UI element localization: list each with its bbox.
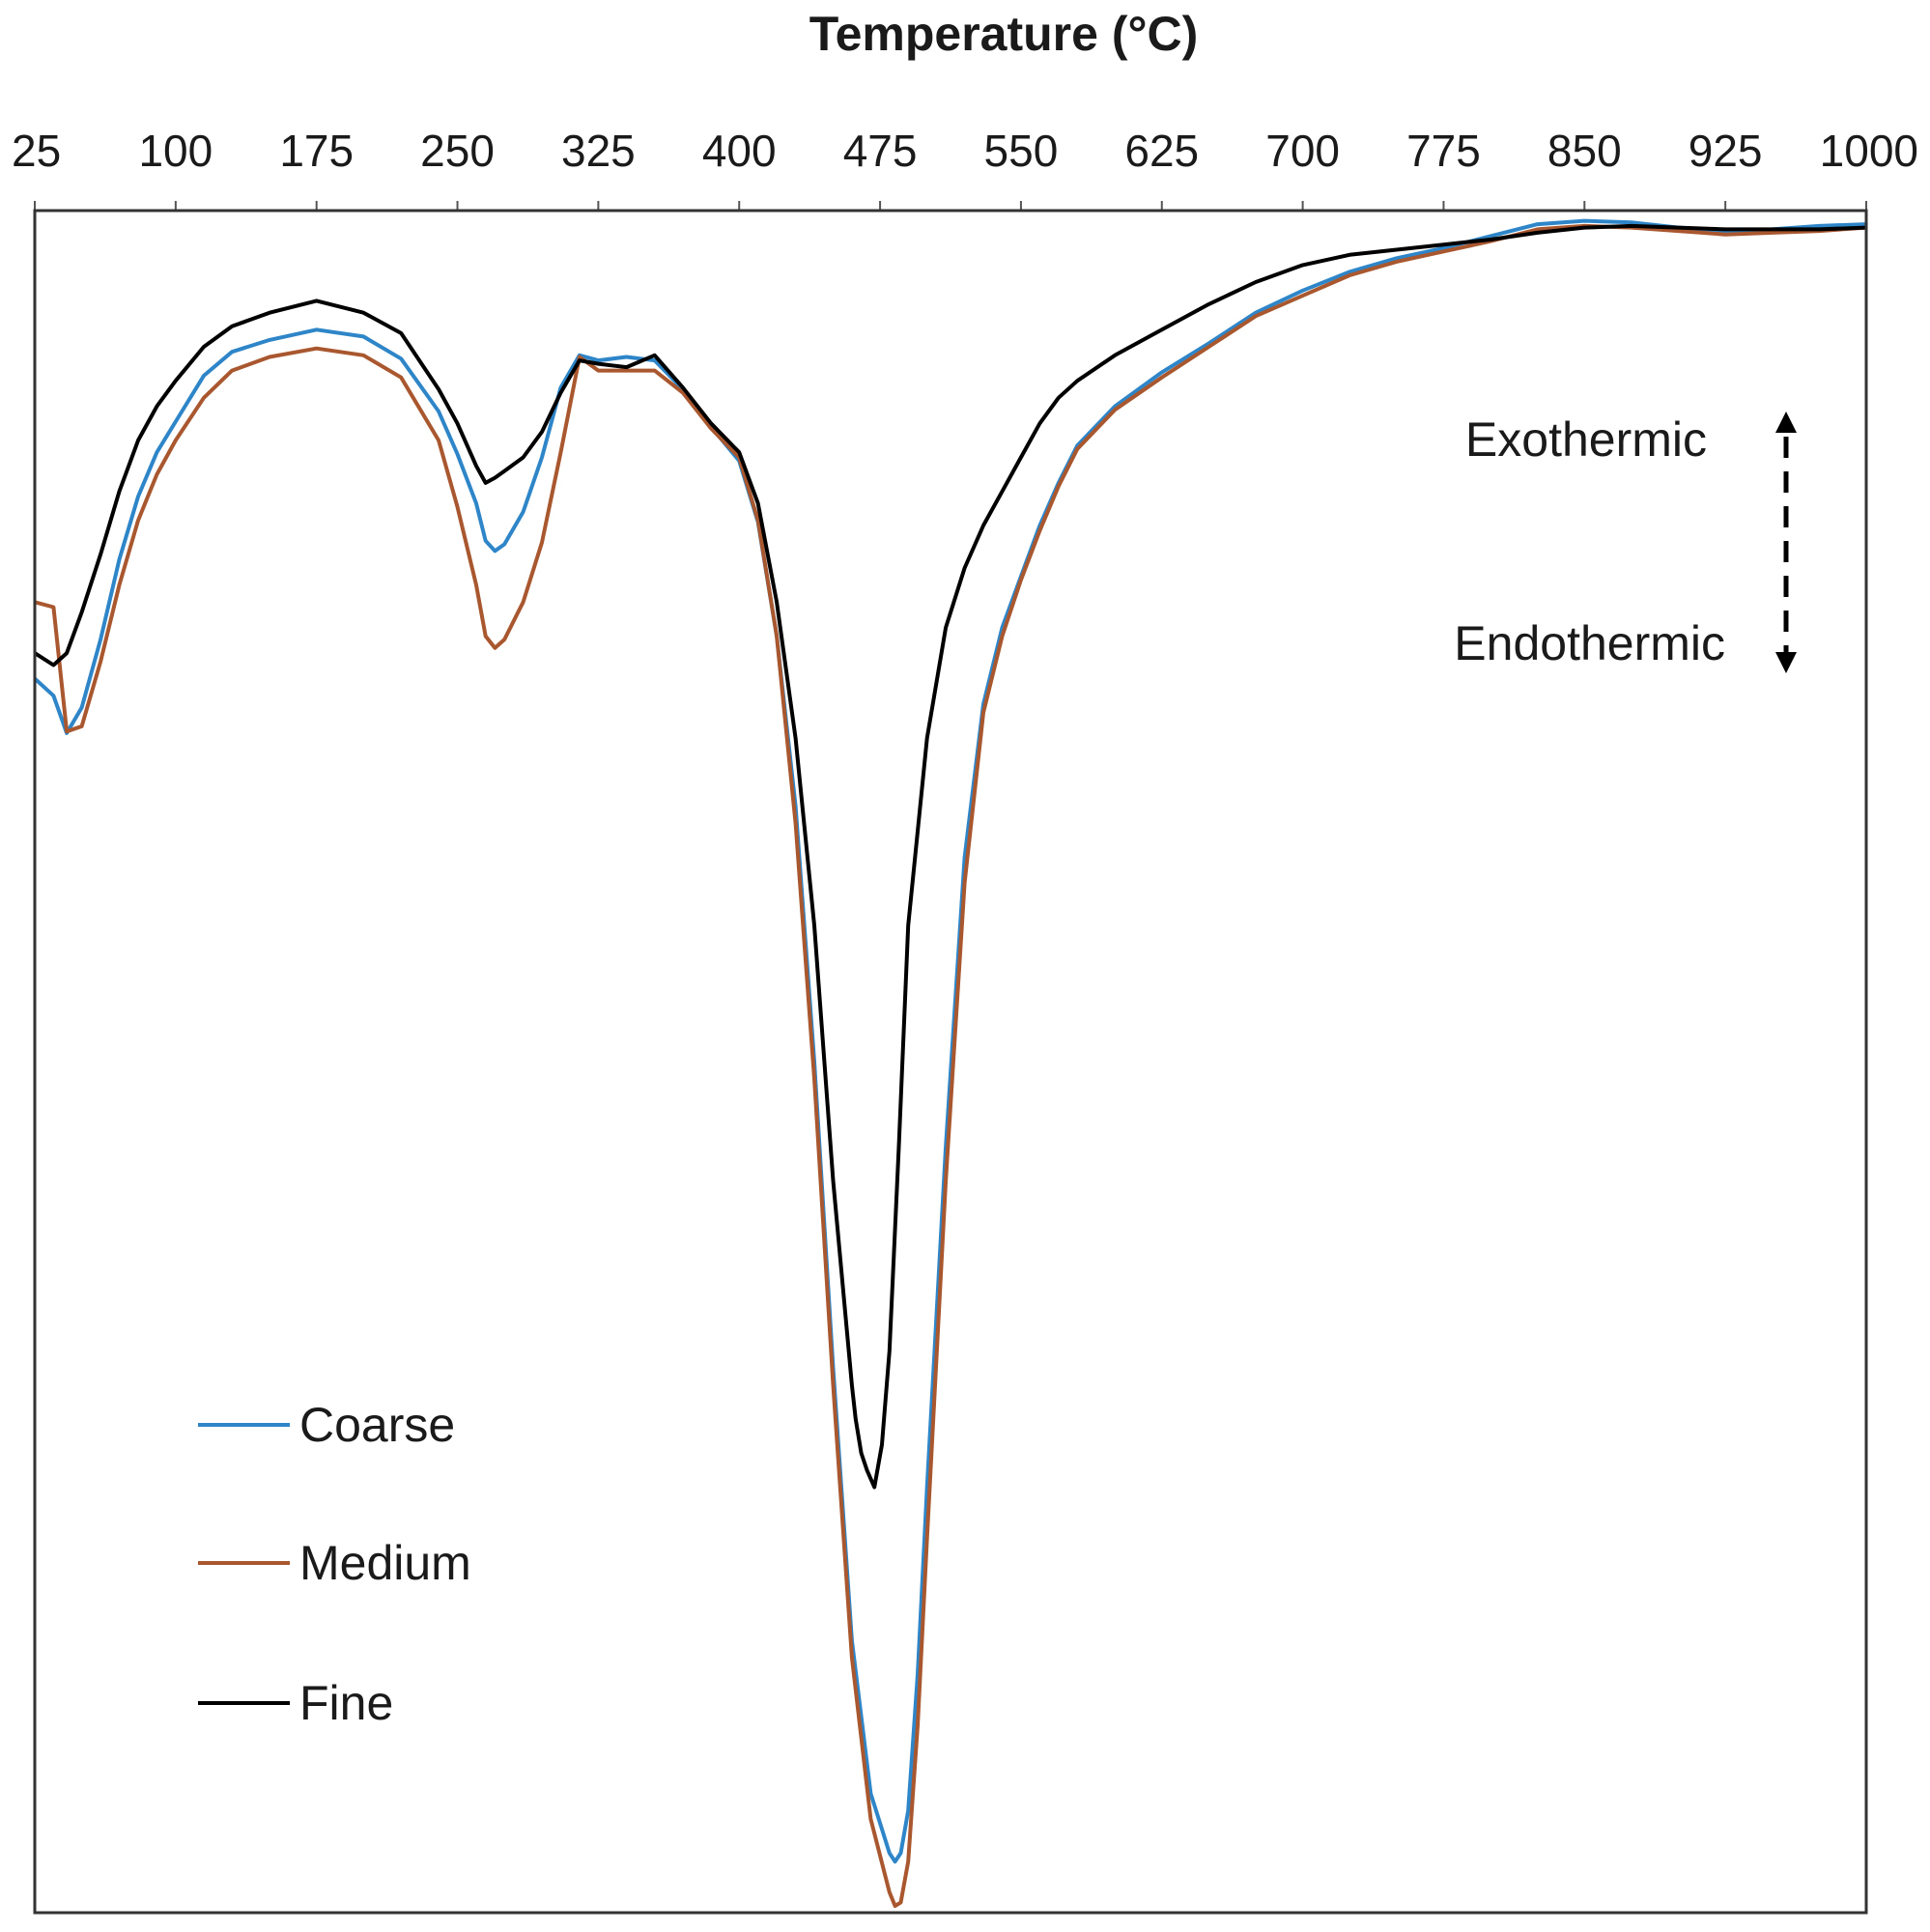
legend-label-medium: Medium: [299, 1536, 471, 1590]
down-arrow-icon: [1775, 652, 1797, 673]
plot-area-border: [33, 209, 1868, 1915]
direction-annotation: Exothermic Endothermic: [1454, 412, 1797, 673]
series-line-medium: [34, 223, 1867, 1908]
up-arrow-icon: [1775, 412, 1797, 433]
x-tick-label: 775: [1406, 126, 1481, 176]
exothermic-label: Exothermic: [1465, 412, 1707, 467]
x-tick-label: 850: [1547, 126, 1622, 176]
x-tick-label: 475: [843, 126, 918, 176]
x-tick-label: 100: [138, 126, 213, 176]
x-tick-label: 25: [12, 126, 61, 176]
x-tick-label: 550: [984, 126, 1059, 176]
series-layer: [33, 218, 1867, 1908]
x-tick-label: 700: [1265, 126, 1340, 176]
x-tick-label: 175: [279, 126, 354, 176]
series-line-coarse: [33, 218, 1867, 1864]
endothermic-label: Endothermic: [1454, 616, 1725, 670]
x-tick-label: 1000: [1820, 126, 1918, 176]
x-tick-label: 925: [1689, 126, 1763, 176]
legend-label-coarse: Coarse: [299, 1398, 455, 1452]
x-tick-label: 625: [1124, 126, 1199, 176]
series-line-fine: [33, 223, 1867, 1490]
legend-label-fine: Fine: [299, 1676, 393, 1730]
x-axis-ticks: 25 100 175 250 325 400 475 550 625 700 775 850 925 10…: [12, 126, 1918, 211]
x-tick-label: 400: [702, 126, 777, 176]
x-tick-label: 250: [420, 126, 495, 176]
legend: Coarse Medium Fine: [198, 1398, 471, 1730]
x-tick-label: 325: [561, 126, 636, 176]
x-axis-title: Temperature (°C): [809, 7, 1198, 61]
